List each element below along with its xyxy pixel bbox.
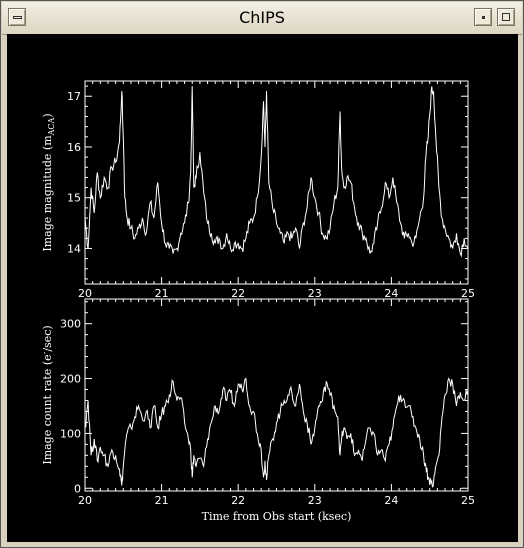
count-rate-x-tick-label: 23 — [308, 494, 322, 507]
window-title: ChIPS — [239, 8, 285, 27]
magnitude-x-tick-label: 25 — [461, 287, 475, 300]
count-rate-y-tick-label: 100 — [60, 427, 81, 440]
count-rate-y-tick-label: 0 — [74, 482, 81, 495]
magnitude-y-tick-label: 16 — [67, 141, 81, 154]
magnitude-x-tick-label: 23 — [308, 287, 322, 300]
count-rate-y-tick-label: 200 — [60, 373, 81, 386]
plot-canvas: 20 21 22 23 24 25 14 15 16 17 Image magnitude (mAC… — [7, 34, 518, 542]
magnitude-y-tick-label: 14 — [67, 242, 81, 255]
count-rate-frame — [84, 298, 469, 492]
count-rate-y-tick-label: 300 — [60, 318, 81, 331]
magnitude-x-tick-label: 21 — [155, 287, 169, 300]
count-rate-x-tick-label: 25 — [461, 494, 475, 507]
magnitude-y-tick-label: 15 — [67, 192, 81, 205]
count-rate-series-line — [84, 377, 469, 488]
count-rate-x-axis-label: Time from Obs start (ksec) — [202, 510, 352, 523]
maximize-icon[interactable] — [497, 8, 515, 26]
count-rate-x-tick-label: 21 — [155, 494, 169, 507]
count-rate-y-axis-label: Image count rate (e-/sec) — [40, 325, 54, 464]
plot-area: 20 21 22 23 24 25 14 15 16 17 Image magnitude (mAC… — [40, 80, 475, 523]
magnitude-series-line — [84, 86, 469, 258]
minimize-icon[interactable] — [474, 8, 492, 26]
count-rate-x-tick-label: 20 — [78, 494, 92, 507]
magnitude-x-tick-label: 22 — [231, 287, 245, 300]
magnitude-y-axis-label: Image magnitude (mACA) — [41, 113, 56, 251]
count-rate-x-tick-label: 22 — [231, 494, 245, 507]
magnitude-x-tick-label: 20 — [78, 287, 92, 300]
count-rate-x-tick-label: 24 — [384, 494, 398, 507]
magnitude-x-tick-label: 24 — [384, 287, 398, 300]
title-bar[interactable]: ChIPS — [2, 2, 522, 35]
magnitude-frame — [84, 80, 469, 285]
window-menu-icon[interactable] — [8, 8, 26, 26]
magnitude-y-tick-label: 17 — [67, 90, 81, 103]
